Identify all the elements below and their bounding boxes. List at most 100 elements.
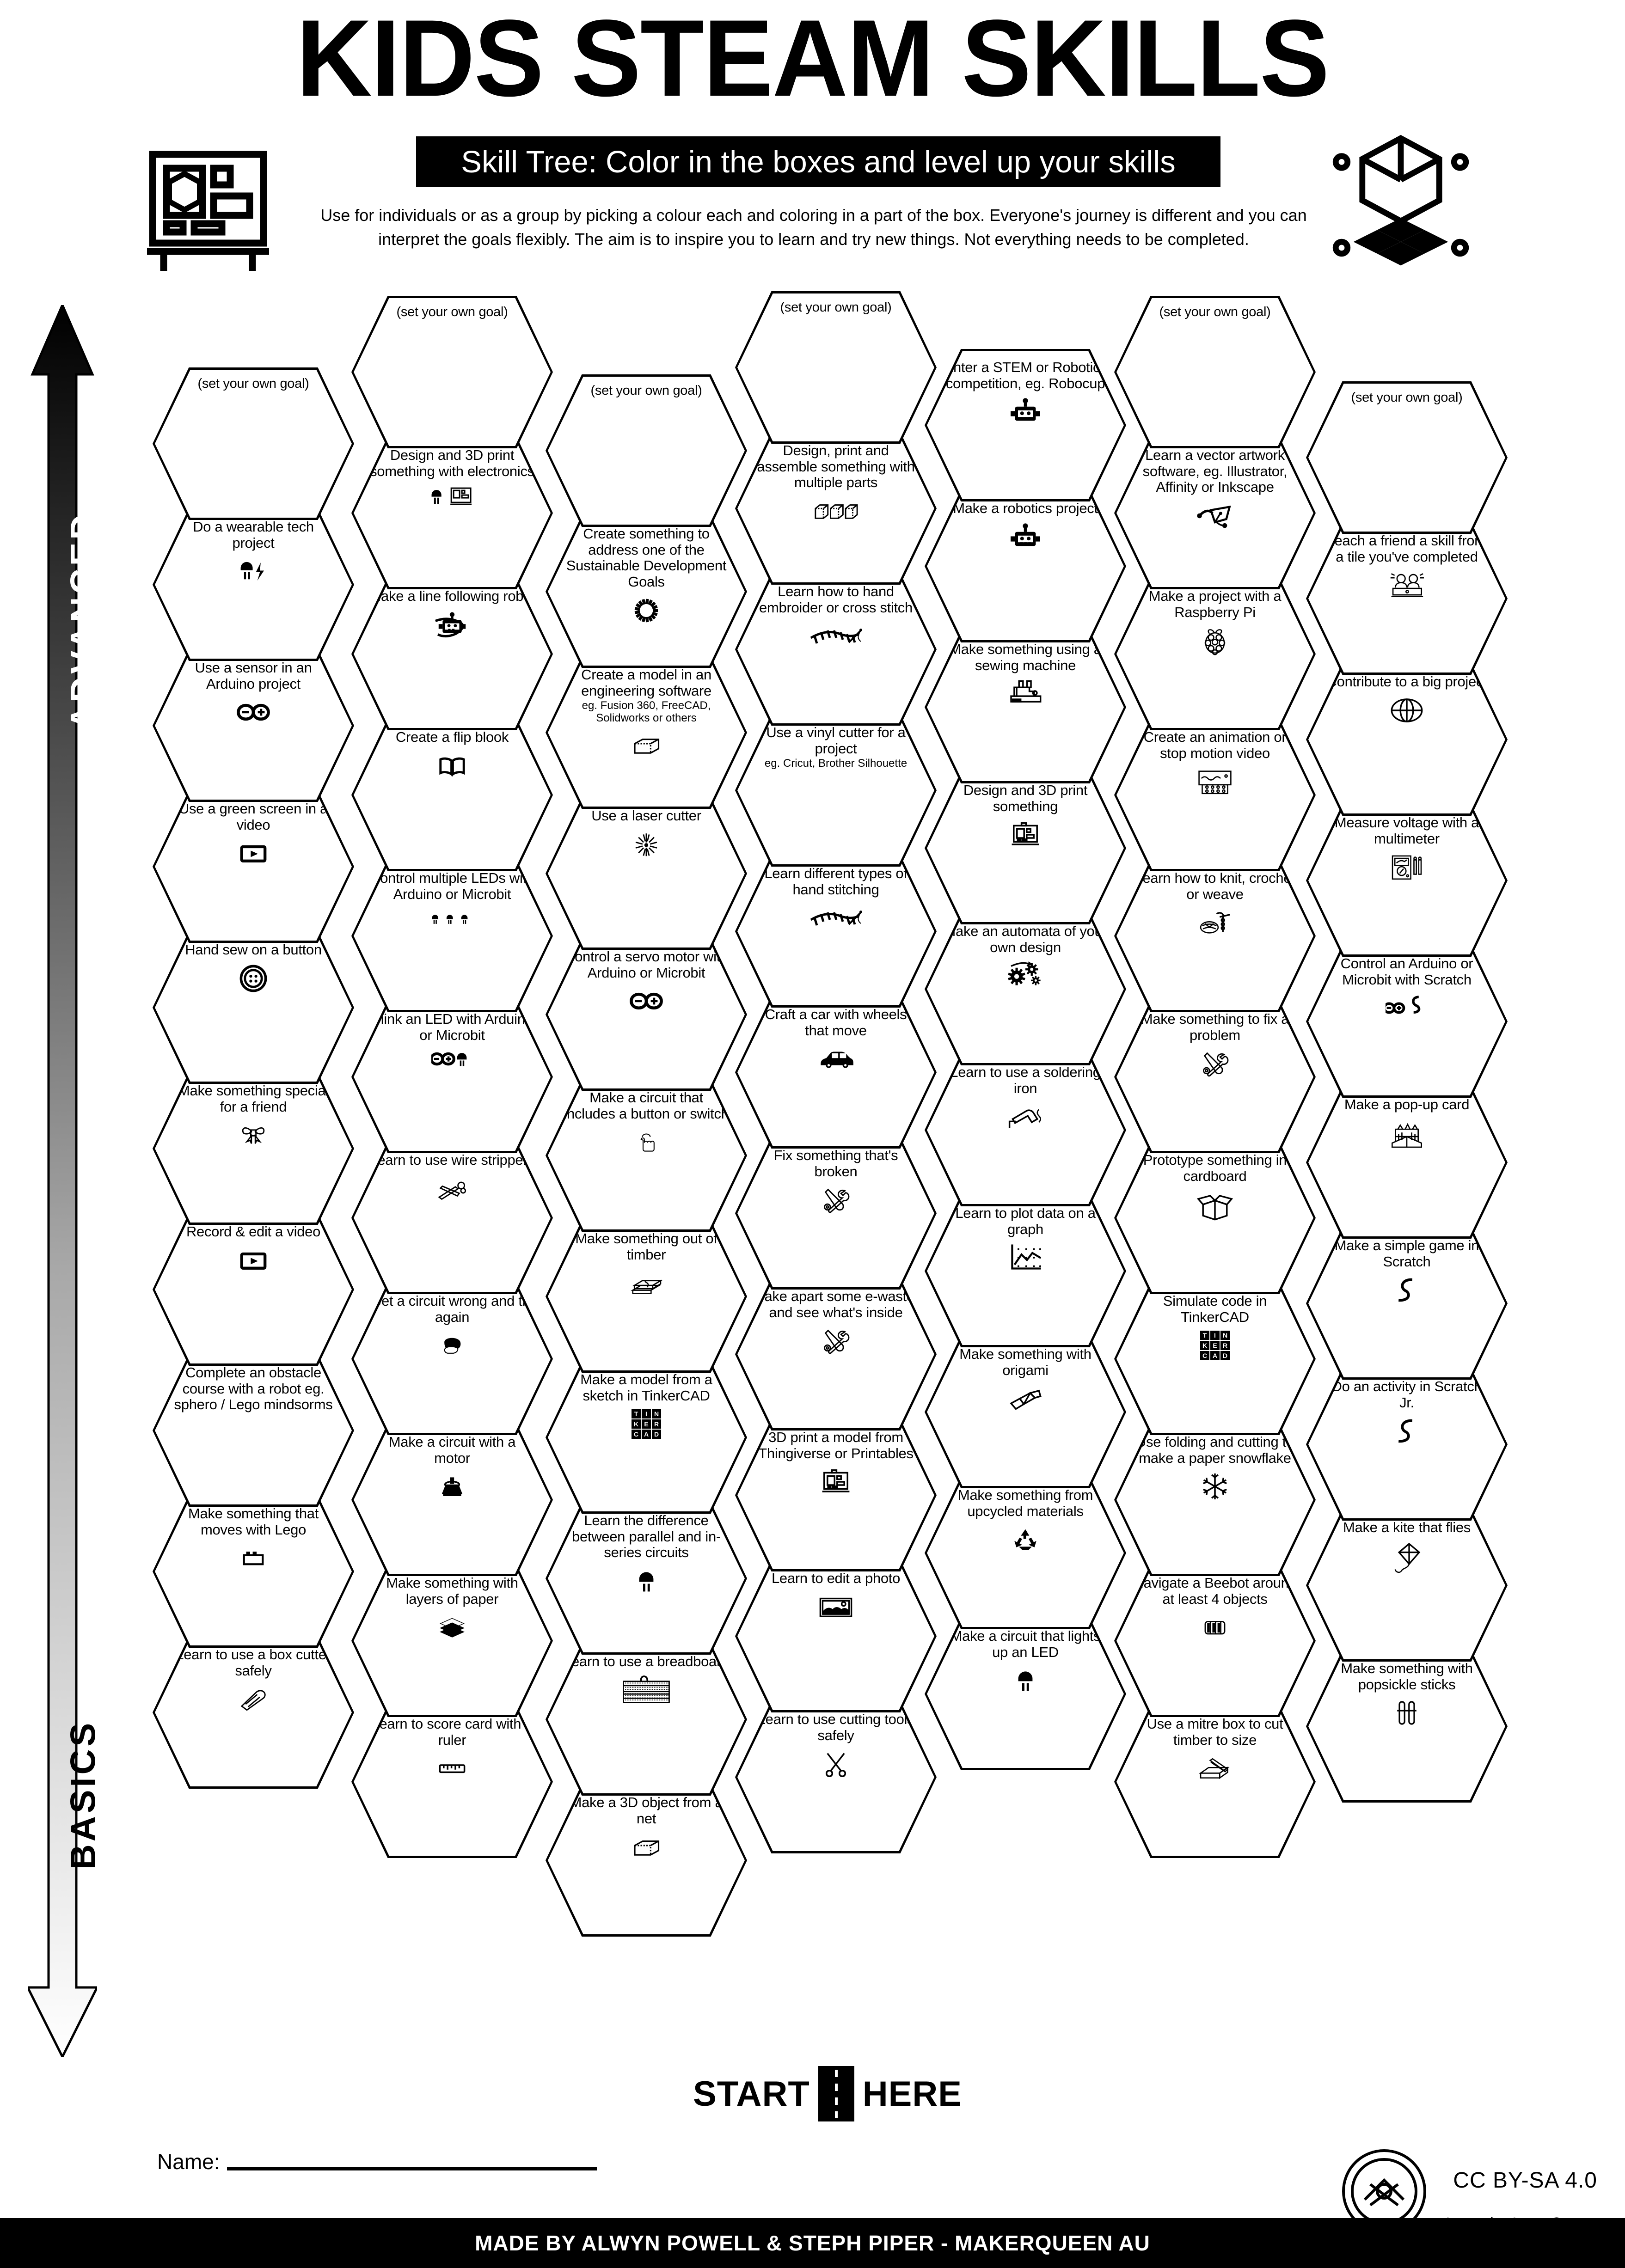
skill-tile[interactable]: Make a kite that flies: [1306, 1509, 1508, 1662]
skill-tile[interactable]: (set your own goal): [351, 296, 553, 448]
skill-tile[interactable]: Measure voltage with a multimeter: [1306, 804, 1508, 957]
skill-tile[interactable]: Make a model from a sketch in TinkerCAD T…: [546, 1361, 747, 1514]
skill-tile[interactable]: Create a flip blook: [351, 719, 553, 871]
skill-tile[interactable]: Control a servo motor with Arduino or Mi…: [546, 938, 747, 1091]
skill-tile-label: Learn how to hand embroider or cross sti…: [759, 583, 913, 616]
skill-tile[interactable]: Learn how to knit, crochet or weave: [1114, 860, 1316, 1012]
skill-tile[interactable]: Design, print and assemble something wit…: [735, 432, 937, 585]
skill-tile[interactable]: Hand sew on a button: [153, 931, 354, 1084]
footer-credit-bar: MADE BY ALWYN POWELL & STEPH PIPER - MAK…: [0, 2218, 1625, 2268]
skill-tile[interactable]: Make a simple game in Scratch: [1306, 1227, 1508, 1380]
skill-tile-label: Do a wearable tech project: [193, 519, 314, 551]
skill-tile[interactable]: Enter a STEM or Robotics competition, eg…: [925, 349, 1126, 501]
skill-tile[interactable]: Learn to use a box cutter safely: [153, 1636, 354, 1789]
arduino-scratch-icon: [1386, 990, 1428, 1026]
skill-tile[interactable]: Make an automata of your own design: [925, 913, 1126, 1065]
skill-tile[interactable]: Navigate a Beebot around at least 4 obje…: [1114, 1565, 1316, 1717]
skill-tile[interactable]: Make something to fix a problem: [1114, 1001, 1316, 1153]
skill-tile[interactable]: Learn to use a breadboard: [546, 1643, 747, 1796]
skill-tile[interactable]: Learn how to hand embroider or cross sti…: [735, 573, 937, 726]
skill-tile[interactable]: Learn different types of hand stitching: [735, 855, 937, 1008]
skill-tile[interactable]: Use a vinyl cutter for a project eg. Cric…: [735, 714, 937, 867]
skill-tile[interactable]: Learn to use a soldering iron: [925, 1054, 1126, 1206]
skill-tile[interactable]: (set your own goal): [546, 374, 747, 527]
skill-tile[interactable]: Prototype something in cardboard: [1114, 1142, 1316, 1294]
skill-tile[interactable]: Create something to address one of the S…: [546, 515, 747, 668]
skill-tile[interactable]: Record & edit a video: [153, 1213, 354, 1366]
skill-tile[interactable]: Make something with origami: [925, 1336, 1126, 1488]
skill-tile[interactable]: Fix something that's broken: [735, 1137, 937, 1290]
skill-tile[interactable]: Create a model in an engineering softwar…: [546, 656, 747, 809]
skill-tile-label: Create a flip blook: [395, 729, 509, 745]
skill-tile[interactable]: Make a pop-up card: [1306, 1086, 1508, 1239]
led-printer-icon: [430, 482, 474, 517]
skill-tile[interactable]: Make something that moves with Lego: [153, 1495, 354, 1648]
skill-tile[interactable]: Make a line following robot: [351, 578, 553, 730]
skill-tile[interactable]: Complete an obstacle course with a robot…: [153, 1354, 354, 1507]
skill-tile[interactable]: Do an activity in Scratch Jr.: [1306, 1368, 1508, 1521]
skill-tile[interactable]: Design and 3D print something: [925, 772, 1126, 924]
skill-tile-label: (set your own goal): [590, 383, 702, 398]
skill-tile[interactable]: Contribute to a big project: [1306, 663, 1508, 816]
skill-tile[interactable]: Learn to plot data on a graph: [925, 1195, 1126, 1347]
skill-tile[interactable]: Learn a vector artwork software, eg. Ill…: [1114, 437, 1316, 589]
skill-tile-inner: Make something with origami: [927, 1338, 1124, 1486]
skill-tile[interactable]: Make something from upcycled materials: [925, 1477, 1126, 1629]
skill-tile[interactable]: Get a circuit wrong and try again: [351, 1283, 553, 1435]
skill-tile[interactable]: (set your own goal): [735, 291, 937, 444]
skill-tile[interactable]: (set your own goal): [153, 367, 354, 520]
skill-tile-label: Make something out of timber: [575, 1230, 717, 1263]
skill-tile[interactable]: Create an animation or stop motion video: [1114, 719, 1316, 871]
name-field-row[interactable]: Name:: [157, 2149, 597, 2174]
skill-tile[interactable]: Make something with popsickle sticks: [1306, 1650, 1508, 1803]
skill-tile[interactable]: Make a 3D object from a net: [546, 1784, 747, 1937]
skill-tile[interactable]: Do a wearable tech project: [153, 508, 354, 661]
license-text: CC BY-SA 4.0: [1453, 2168, 1597, 2193]
skill-tile-label: Complete an obstacle course with a robot…: [174, 1364, 333, 1413]
skill-tile[interactable]: Control an Arduino or Microbit with Scra…: [1306, 945, 1508, 1098]
timber-icon: [626, 1265, 666, 1301]
skill-tile[interactable]: Use a mitre box to cut timber to size: [1114, 1706, 1316, 1858]
skill-tile[interactable]: Make something with layers of paper: [351, 1565, 553, 1717]
led-bolt-icon: [237, 554, 270, 589]
skill-tile[interactable]: Take apart some e-waste and see what's i…: [735, 1278, 937, 1430]
skill-tile[interactable]: Design and 3D print something with elect…: [351, 437, 553, 589]
skill-tile[interactable]: Use a green screen in a video: [153, 790, 354, 943]
skill-tile[interactable]: Learn the difference between parallel an…: [546, 1502, 747, 1655]
skill-tile[interactable]: Make a circuit that includes a button or…: [546, 1079, 747, 1232]
skill-tile[interactable]: Make a project with a Raspberry Pi: [1114, 578, 1316, 730]
skill-tile-inner: Learn a vector artwork software, eg. Ill…: [1116, 439, 1313, 587]
skill-tile[interactable]: Use a sensor in an Arduino project: [153, 649, 354, 802]
skill-tile-label: Learn to plot data on a graph: [955, 1205, 1096, 1237]
skill-tile-inner: Make something out of timber: [548, 1223, 745, 1370]
skill-tile[interactable]: Make something out of timber: [546, 1220, 747, 1373]
skill-tile-inner: Use a vinyl cutter for a project eg. Cric…: [737, 716, 934, 864]
skill-tile[interactable]: Learn to score card with a ruler: [351, 1706, 553, 1858]
skill-tile-inner: Learn to use a soldering iron: [927, 1056, 1124, 1204]
skill-tile[interactable]: (set your own goal): [1114, 296, 1316, 448]
skill-tile[interactable]: Teach a friend a skill from a tile you'v…: [1306, 522, 1508, 675]
name-write-line[interactable]: [227, 2167, 597, 2170]
kite-icon: [1387, 1539, 1426, 1574]
skill-tile[interactable]: Make something using a sewing machine: [925, 631, 1126, 783]
skill-tile[interactable]: 3D print a model from Thingiverse or Pri…: [735, 1419, 937, 1571]
skill-tile[interactable]: Use folding and cutting to make a paper …: [1114, 1424, 1316, 1576]
skill-tile-inner: Learn to use a box cutter safely: [155, 1638, 352, 1786]
skill-tile[interactable]: Use a laser cutter: [546, 797, 747, 950]
tools-icon: [820, 1182, 852, 1217]
skill-tile[interactable]: Learn to use wire strippers: [351, 1142, 553, 1294]
skill-tile-inner: Design, print and assemble something wit…: [737, 434, 934, 582]
skill-tile[interactable]: Make something special for a friend: [153, 1072, 354, 1225]
skill-tile[interactable]: Make a circuit that lights up an LED: [925, 1618, 1126, 1770]
skill-tile[interactable]: Craft a car with wheels that move: [735, 996, 937, 1149]
skill-tile[interactable]: (set your own goal): [1306, 381, 1508, 534]
robot-icon: [1007, 394, 1044, 429]
skill-tile-sublabel: eg. Fusion 360, FreeCAD, Solidworks or o…: [582, 699, 711, 725]
skill-tile[interactable]: Simulate code in TinkerCAD T I N K E R C A D: [1114, 1283, 1316, 1435]
skill-tile[interactable]: Control multiple LEDs with Arduino or Mi…: [351, 860, 553, 1012]
skill-tile[interactable]: Make a circuit with a motor: [351, 1424, 553, 1576]
skill-tile[interactable]: Make a robotics project: [925, 490, 1126, 642]
skill-tile[interactable]: Learn to edit a photo: [735, 1560, 937, 1712]
skill-tile[interactable]: Blink an LED with Arduino or Microbit: [351, 1001, 553, 1153]
skill-tile[interactable]: Learn to use cutting tools safely: [735, 1701, 937, 1853]
